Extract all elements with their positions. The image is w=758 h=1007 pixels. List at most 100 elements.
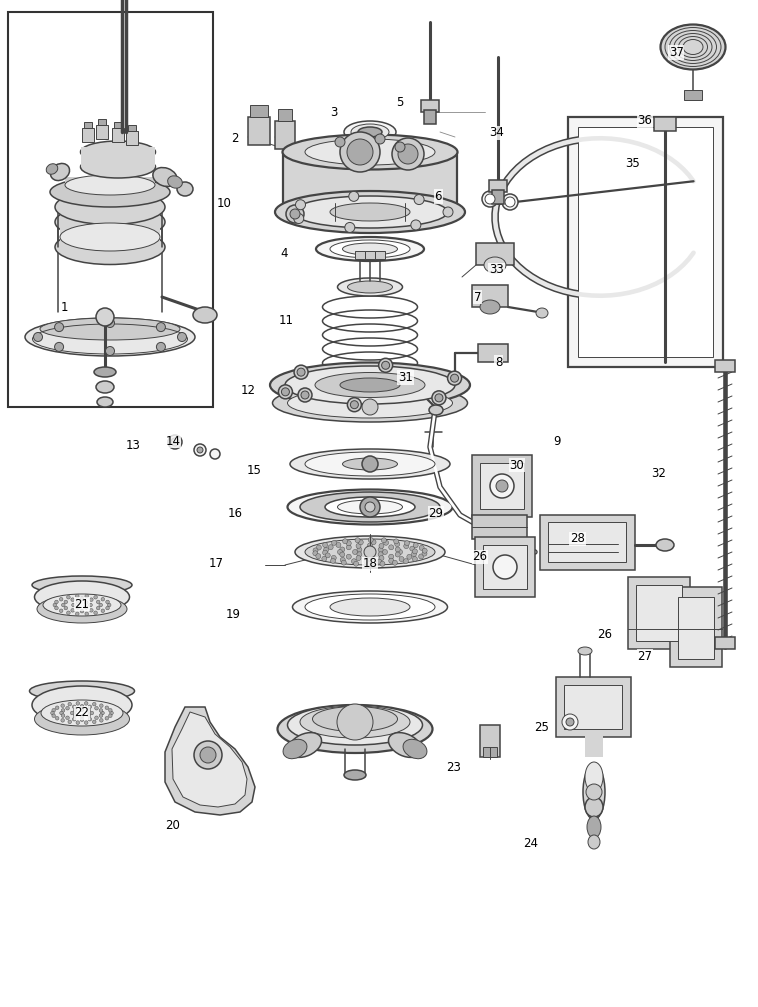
Circle shape bbox=[99, 714, 103, 717]
Ellipse shape bbox=[588, 835, 600, 849]
Ellipse shape bbox=[583, 764, 605, 820]
Text: 5: 5 bbox=[396, 97, 404, 109]
Bar bbox=[250, 105, 268, 117]
Circle shape bbox=[412, 549, 418, 554]
Bar bbox=[483, 545, 527, 589]
Ellipse shape bbox=[193, 307, 217, 323]
Circle shape bbox=[89, 608, 93, 612]
Ellipse shape bbox=[585, 762, 603, 792]
Circle shape bbox=[324, 548, 329, 552]
Ellipse shape bbox=[25, 318, 195, 356]
Circle shape bbox=[294, 213, 304, 224]
Circle shape bbox=[96, 600, 100, 604]
Circle shape bbox=[355, 538, 360, 543]
Circle shape bbox=[346, 545, 351, 550]
Circle shape bbox=[379, 544, 384, 549]
Circle shape bbox=[380, 561, 385, 566]
Bar bbox=[60, 207, 160, 247]
Circle shape bbox=[296, 199, 305, 209]
Text: 18: 18 bbox=[362, 558, 377, 570]
Circle shape bbox=[99, 709, 103, 712]
Text: 7: 7 bbox=[474, 291, 481, 303]
Circle shape bbox=[395, 547, 400, 552]
Circle shape bbox=[76, 702, 80, 705]
Ellipse shape bbox=[283, 739, 307, 758]
Circle shape bbox=[61, 709, 65, 712]
Ellipse shape bbox=[660, 24, 725, 69]
Circle shape bbox=[379, 556, 384, 561]
Bar bbox=[684, 90, 702, 100]
Ellipse shape bbox=[343, 458, 397, 470]
Circle shape bbox=[393, 560, 397, 565]
Bar bbox=[323, 314, 417, 328]
Circle shape bbox=[89, 603, 92, 607]
Circle shape bbox=[101, 597, 105, 601]
Ellipse shape bbox=[300, 706, 410, 738]
Circle shape bbox=[397, 550, 402, 555]
Circle shape bbox=[562, 714, 578, 730]
Circle shape bbox=[381, 362, 390, 370]
Circle shape bbox=[346, 541, 351, 546]
Circle shape bbox=[347, 139, 373, 165]
Circle shape bbox=[80, 705, 84, 708]
Bar bbox=[112, 128, 124, 142]
Ellipse shape bbox=[97, 397, 113, 407]
Ellipse shape bbox=[270, 363, 470, 408]
Circle shape bbox=[72, 717, 76, 721]
Circle shape bbox=[70, 711, 74, 715]
Ellipse shape bbox=[536, 308, 548, 318]
Circle shape bbox=[325, 553, 330, 558]
Circle shape bbox=[322, 556, 327, 561]
Circle shape bbox=[377, 559, 382, 564]
Ellipse shape bbox=[330, 203, 410, 221]
Ellipse shape bbox=[578, 648, 592, 655]
Bar bbox=[375, 251, 385, 259]
Ellipse shape bbox=[80, 141, 155, 163]
Ellipse shape bbox=[585, 797, 603, 817]
Circle shape bbox=[343, 539, 348, 544]
Circle shape bbox=[96, 606, 100, 610]
Circle shape bbox=[68, 720, 71, 724]
Bar bbox=[128, 125, 136, 131]
Circle shape bbox=[84, 605, 88, 609]
Circle shape bbox=[341, 560, 346, 565]
Circle shape bbox=[76, 612, 79, 615]
Bar bbox=[478, 344, 508, 362]
Circle shape bbox=[88, 717, 92, 721]
Circle shape bbox=[33, 332, 42, 341]
Circle shape bbox=[61, 719, 64, 722]
Ellipse shape bbox=[168, 176, 183, 188]
Bar bbox=[670, 587, 722, 667]
Circle shape bbox=[352, 559, 356, 564]
Ellipse shape bbox=[96, 308, 114, 326]
Ellipse shape bbox=[32, 686, 132, 724]
Text: 1: 1 bbox=[61, 301, 68, 313]
Circle shape bbox=[352, 550, 358, 555]
Ellipse shape bbox=[429, 405, 443, 415]
Text: 27: 27 bbox=[637, 651, 653, 663]
Circle shape bbox=[55, 600, 58, 604]
Bar bbox=[678, 597, 714, 659]
Circle shape bbox=[336, 543, 341, 548]
Circle shape bbox=[393, 539, 399, 544]
Ellipse shape bbox=[403, 739, 427, 758]
Circle shape bbox=[418, 554, 424, 559]
Circle shape bbox=[80, 714, 84, 718]
Circle shape bbox=[356, 556, 361, 561]
Circle shape bbox=[99, 719, 103, 722]
Circle shape bbox=[105, 346, 114, 355]
Circle shape bbox=[368, 543, 372, 548]
Bar bbox=[556, 677, 631, 737]
Bar bbox=[492, 190, 504, 204]
Circle shape bbox=[105, 318, 114, 327]
Circle shape bbox=[384, 540, 389, 545]
Circle shape bbox=[422, 548, 428, 553]
Bar bbox=[476, 243, 514, 265]
Ellipse shape bbox=[37, 595, 127, 623]
Ellipse shape bbox=[55, 189, 165, 225]
Ellipse shape bbox=[295, 536, 445, 568]
Text: 24: 24 bbox=[523, 838, 538, 850]
Bar bbox=[96, 125, 108, 139]
Circle shape bbox=[156, 322, 165, 331]
Circle shape bbox=[379, 358, 393, 373]
